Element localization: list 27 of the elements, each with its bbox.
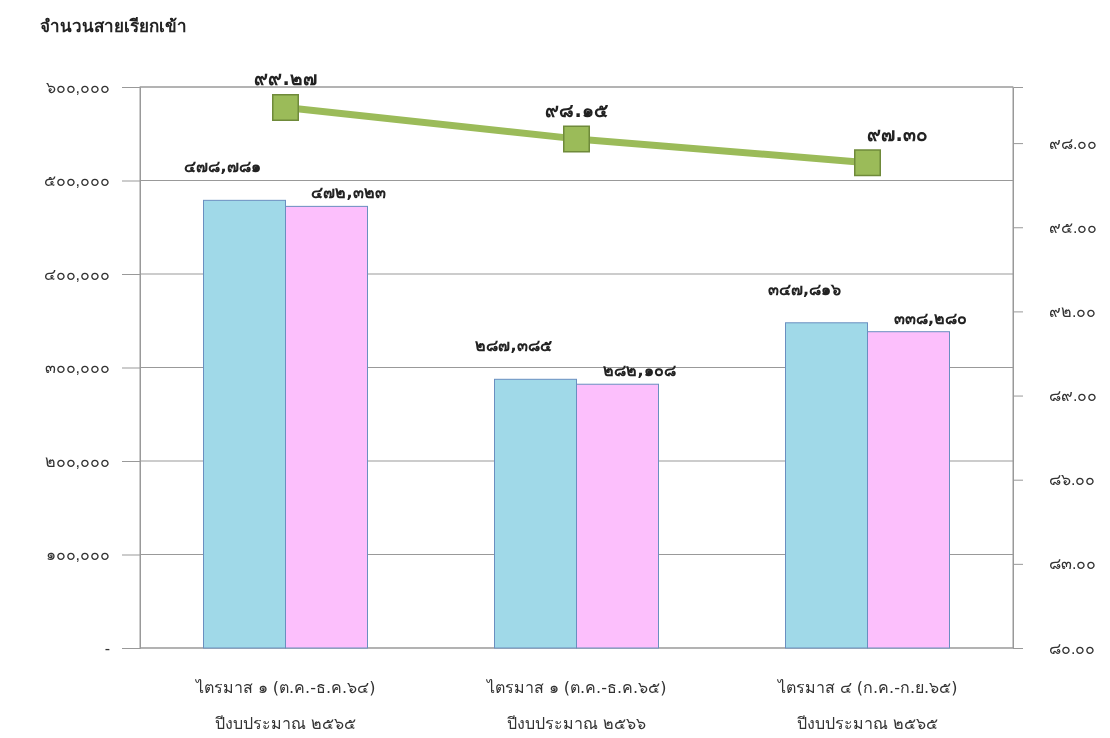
- data-label: ๙๘.๑๕: [545, 98, 608, 121]
- x-tick-label: ไตรมาส ๑ (ต.ค.-ธ.ค.๖๕) ปีงบประมาณ ๒๕๖๖: [484, 678, 667, 733]
- y-tick-label: ๑๐๐,๐๐๐: [45, 546, 110, 564]
- y-tick-label: ๓๐๐,๐๐๐: [44, 359, 110, 377]
- y2-tick-label: ๘๙.๐๐: [1049, 387, 1098, 405]
- data-label: ๙๙.๒๗: [254, 67, 317, 90]
- x-tick-label: ไตรมาส ๑ (ต.ค.-ธ.ค.๖๔) ปีงบประมาณ ๒๕๖๕: [193, 678, 376, 733]
- chart-title: จำนวนสายเรียกเข้า: [40, 16, 187, 36]
- data-label: ๔๗๘,๗๘๑: [184, 157, 261, 177]
- y2-tick-label: ๘๓.๐๐: [1049, 555, 1097, 573]
- data-label: ๓๓๘,๒๘๐: [893, 308, 968, 328]
- y-tick-label: ๖๐๐,๐๐๐: [45, 78, 110, 96]
- data-label: ๔๗๒,๓๒๓: [311, 183, 386, 203]
- y2-tick-label: ๙๕.๐๐: [1049, 218, 1098, 236]
- y2-tick-label: ๙๒.๐๐: [1049, 303, 1097, 321]
- data-label: ๒๘๒,๑๐๘: [603, 361, 676, 381]
- data-label: ๓๔๗,๘๑๖: [767, 279, 842, 299]
- data-label: ๒๘๗,๓๘๕: [475, 336, 552, 356]
- y-tick-label: ๕๐๐,๐๐๐: [43, 172, 110, 190]
- y-tick-label: -: [104, 639, 110, 657]
- y2-tick-label: ๘๖.๐๐: [1049, 471, 1096, 489]
- y2-tick-label: ๙๘.๐๐: [1049, 134, 1098, 152]
- x-tick-label: ไตรมาส ๔ (ก.ค.-ก.ย.๖๕) ปีงบประมาณ ๒๕๖๕: [775, 678, 958, 733]
- y-tick-label: ๒๐๐,๐๐๐: [44, 452, 110, 470]
- y2-tick-label: ๘๐.๐๐: [1049, 639, 1096, 657]
- data-label: ๙๗.๓๐: [867, 122, 928, 145]
- y-tick-label: ๔๐๐,๐๐๐: [43, 265, 110, 283]
